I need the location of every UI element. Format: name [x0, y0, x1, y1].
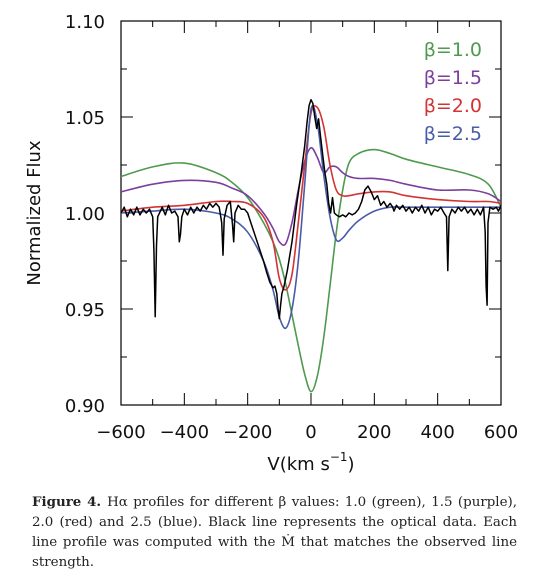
- y-tick-label: 1.10: [65, 12, 105, 33]
- series-line-beta-1: [120, 148, 502, 393]
- x-axis-title-main: V(km s: [267, 454, 329, 475]
- y-tick-label: 0.90: [65, 396, 105, 417]
- caption-label: Figure 4.: [32, 494, 102, 510]
- series-line-beta-3: [120, 104, 502, 291]
- x-tick-label: 600: [484, 422, 518, 443]
- x-tick-label: −400: [160, 422, 209, 443]
- legend-entry: β=2.5: [424, 123, 482, 145]
- x-tick-label: 200: [357, 422, 391, 443]
- legend-entry: β=1.5: [424, 67, 482, 89]
- figure: Normalized Flux V(km s−1) −600 −400 −200 0 2…: [24, 12, 518, 475]
- y-tick-label: 1.00: [65, 204, 105, 225]
- legend-entry: β=2.0: [424, 95, 482, 117]
- y-tick-label: 0.95: [65, 300, 105, 321]
- series-line-beta-2: [120, 146, 502, 246]
- x-tick-label: 400: [420, 422, 454, 443]
- chart: Normalized Flux V(km s−1) −600 −400 −200 0 2…: [24, 12, 518, 475]
- observed-data-line: [120, 98, 502, 320]
- y-tick-label: 1.05: [65, 108, 105, 129]
- x-tick-label: 0: [305, 422, 316, 443]
- x-tick-label: −600: [96, 422, 145, 443]
- x-axis-title: V(km s−1): [267, 450, 354, 475]
- caption-text: Hα profiles for different β values: 1.0 …: [32, 495, 517, 570]
- y-axis-title: Normalized Flux: [24, 140, 45, 286]
- x-axis-title-superscript: −1: [330, 450, 348, 464]
- figure-caption: Figure 4. Hα profiles for different β val…: [32, 492, 517, 573]
- x-axis-title-close: ): [348, 454, 355, 475]
- x-tick-label: −200: [223, 422, 272, 443]
- legend-entry: β=1.0: [424, 39, 482, 61]
